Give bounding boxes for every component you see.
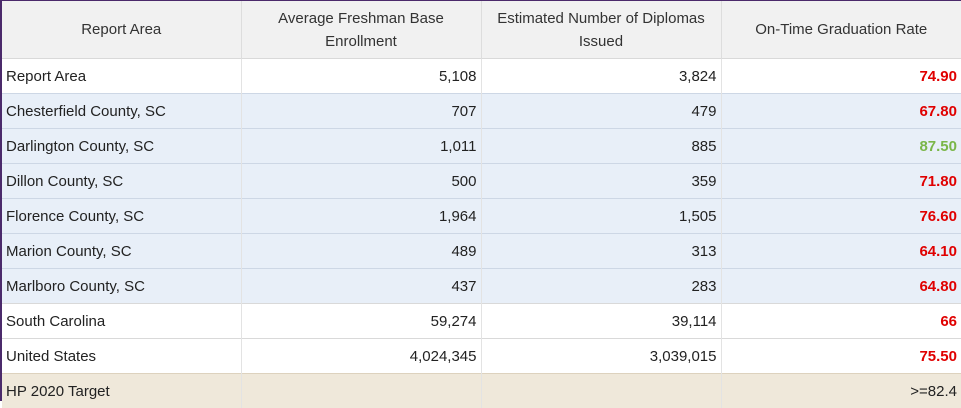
row-enrollment: 4,024,345 <box>241 339 481 374</box>
row-graduation-rate: 66 <box>721 304 961 339</box>
target-enrollment <box>241 374 481 408</box>
row-diplomas: 283 <box>481 269 721 304</box>
row-enrollment: 59,274 <box>241 304 481 339</box>
table-row: Chesterfield County, SC 707 479 67.80 <box>2 94 961 129</box>
row-graduation-rate: 76.60 <box>721 199 961 234</box>
table-header-row: Report Area Average Freshman Base Enroll… <box>2 1 961 59</box>
table-row: Report Area 5,108 3,824 74.90 <box>2 59 961 94</box>
row-area-name: Report Area <box>2 59 241 94</box>
row-enrollment: 489 <box>241 234 481 269</box>
row-area-name: South Carolina <box>2 304 241 339</box>
header-graduation-rate: On-Time Graduation Rate <box>721 1 961 59</box>
row-area-name: Marlboro County, SC <box>2 269 241 304</box>
row-graduation-rate: 75.50 <box>721 339 961 374</box>
table-row: Dillon County, SC 500 359 71.80 <box>2 164 961 199</box>
row-diplomas: 3,824 <box>481 59 721 94</box>
row-area-name: Marion County, SC <box>2 234 241 269</box>
row-diplomas: 1,505 <box>481 199 721 234</box>
header-report-area: Report Area <box>2 1 241 59</box>
row-diplomas: 479 <box>481 94 721 129</box>
row-enrollment: 1,964 <box>241 199 481 234</box>
row-area-name: Dillon County, SC <box>2 164 241 199</box>
row-graduation-rate: 71.80 <box>721 164 961 199</box>
row-diplomas: 39,114 <box>481 304 721 339</box>
table-row: Marlboro County, SC 437 283 64.80 <box>2 269 961 304</box>
header-diplomas-issued: Estimated Number of Diplomas Issued <box>481 1 721 59</box>
row-diplomas: 885 <box>481 129 721 164</box>
table-row: Marion County, SC 489 313 64.10 <box>2 234 961 269</box>
target-graduation-rate: >=82.4 <box>721 374 961 408</box>
row-enrollment: 707 <box>241 94 481 129</box>
row-graduation-rate: 64.80 <box>721 269 961 304</box>
row-enrollment: 1,011 <box>241 129 481 164</box>
row-diplomas: 3,039,015 <box>481 339 721 374</box>
target-label: HP 2020 Target <box>2 374 241 408</box>
table-row: Florence County, SC 1,964 1,505 76.60 <box>2 199 961 234</box>
row-area-name: United States <box>2 339 241 374</box>
row-graduation-rate: 74.90 <box>721 59 961 94</box>
table-row: South Carolina 59,274 39,114 66 <box>2 304 961 339</box>
row-diplomas: 313 <box>481 234 721 269</box>
target-diplomas <box>481 374 721 408</box>
table-row: Darlington County, SC 1,011 885 87.50 <box>2 129 961 164</box>
row-enrollment: 5,108 <box>241 59 481 94</box>
row-enrollment: 500 <box>241 164 481 199</box>
row-graduation-rate: 67.80 <box>721 94 961 129</box>
header-freshman-enrollment: Average Freshman Base Enrollment <box>241 1 481 59</box>
row-graduation-rate: 87.50 <box>721 129 961 164</box>
row-graduation-rate: 64.10 <box>721 234 961 269</box>
row-area-name: Florence County, SC <box>2 199 241 234</box>
row-area-name: Darlington County, SC <box>2 129 241 164</box>
row-area-name: Chesterfield County, SC <box>2 94 241 129</box>
row-enrollment: 437 <box>241 269 481 304</box>
table-row: United States 4,024,345 3,039,015 75.50 <box>2 339 961 374</box>
row-diplomas: 359 <box>481 164 721 199</box>
target-row: HP 2020 Target >=82.4 <box>2 374 961 408</box>
